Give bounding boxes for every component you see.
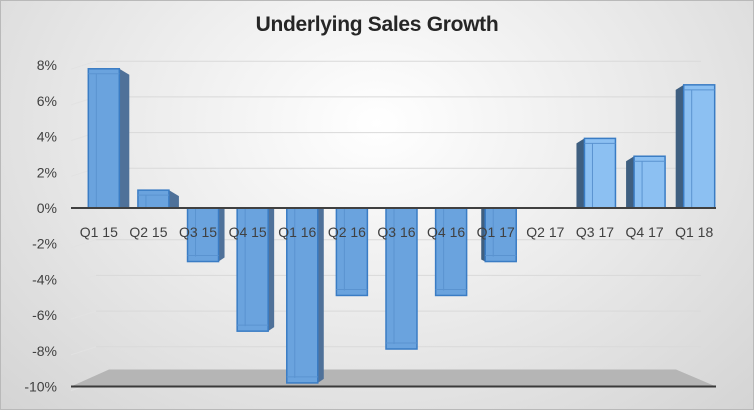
x-tick-label: Q4 15 [229, 224, 267, 240]
x-tick-label: Q3 17 [576, 224, 614, 240]
chart-floor [71, 369, 716, 387]
chart-title: Underlying Sales Growth [255, 13, 499, 36]
bar-q1-18 [675, 84, 716, 209]
y-tick-label: -6% [32, 307, 57, 323]
bar-q4-15 [236, 207, 275, 332]
bar-q3-16 [385, 207, 418, 350]
x-tick-label: Q1 16 [278, 224, 316, 240]
y-tick-label: 8% [37, 57, 57, 73]
y-tick-label: 6% [37, 93, 57, 109]
x-tick-label: Q2 15 [129, 224, 167, 240]
bar-q1-15 [87, 68, 130, 209]
x-tick-label: Q1 15 [80, 224, 118, 240]
bar-q3-17 [576, 137, 617, 209]
y-tick-label: 0% [37, 200, 57, 216]
x-tick-label: Q4 17 [626, 224, 664, 240]
bar-q1-16 [286, 207, 324, 384]
bar-q2-16 [335, 207, 369, 297]
bar-q4-17 [626, 155, 666, 209]
x-tick-label: Q2 16 [328, 224, 366, 240]
bar-q1-17 [481, 207, 517, 263]
x-tick-label: Q2 17 [526, 224, 564, 240]
y-tick-label: -10% [24, 379, 57, 395]
y-tick-label: -8% [32, 343, 57, 359]
y-tick-label: 4% [37, 129, 57, 145]
x-tick-label: Q1 17 [477, 224, 515, 240]
x-tick-label: Q1 18 [675, 224, 713, 240]
bar-q3-15 [186, 207, 225, 263]
x-tick-label: Q4 16 [427, 224, 465, 240]
bar-q4-16 [434, 207, 468, 297]
bar-q2-15 [137, 189, 179, 209]
y-tick-label: 2% [37, 164, 57, 180]
x-tick-label: Q3 15 [179, 224, 217, 240]
y-tick-label: -4% [32, 271, 57, 287]
x-tick-label: Q3 16 [377, 224, 415, 240]
y-tick-label: -2% [32, 236, 57, 252]
